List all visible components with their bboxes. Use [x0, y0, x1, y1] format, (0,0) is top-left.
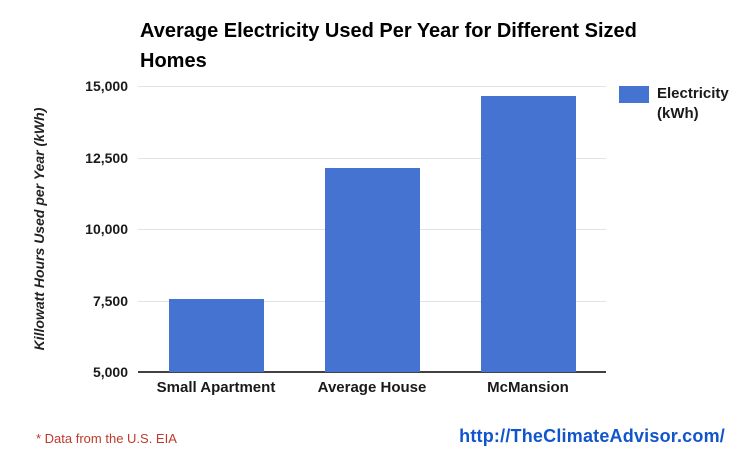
- site-link[interactable]: http://TheClimateAdvisor.com/: [459, 426, 725, 446]
- legend-swatch-icon: [619, 86, 649, 103]
- y-tick-label: 7,500: [92, 292, 128, 309]
- bar-average-house[interactable]: [324, 167, 420, 372]
- bar-mcmansion[interactable]: [480, 96, 576, 372]
- y-tick-label: 5,000: [92, 364, 128, 380]
- x-tick-label: Small Apartment: [156, 379, 276, 396]
- legend-label: Electricity (kWh): [657, 85, 729, 122]
- data-source-note: * Data from the U.S. EIA: [36, 431, 177, 446]
- x-tick-label: Average House: [317, 379, 427, 396]
- x-axis-baseline: [138, 371, 606, 373]
- chart-title: Average Electricity Used Per Year for Di…: [140, 20, 637, 72]
- gridline: [138, 86, 606, 87]
- y-tick-label: 10,000: [85, 221, 128, 237]
- legend-item-electricity[interactable]: Electricity (kWh): [619, 84, 739, 124]
- bar-small-apartment[interactable]: [168, 299, 264, 372]
- gridline: [138, 157, 606, 159]
- y-tick-label: 12,500: [85, 149, 128, 166]
- y-tick-label: 15,000: [85, 78, 128, 94]
- x-tick-label: McMansion: [487, 379, 569, 396]
